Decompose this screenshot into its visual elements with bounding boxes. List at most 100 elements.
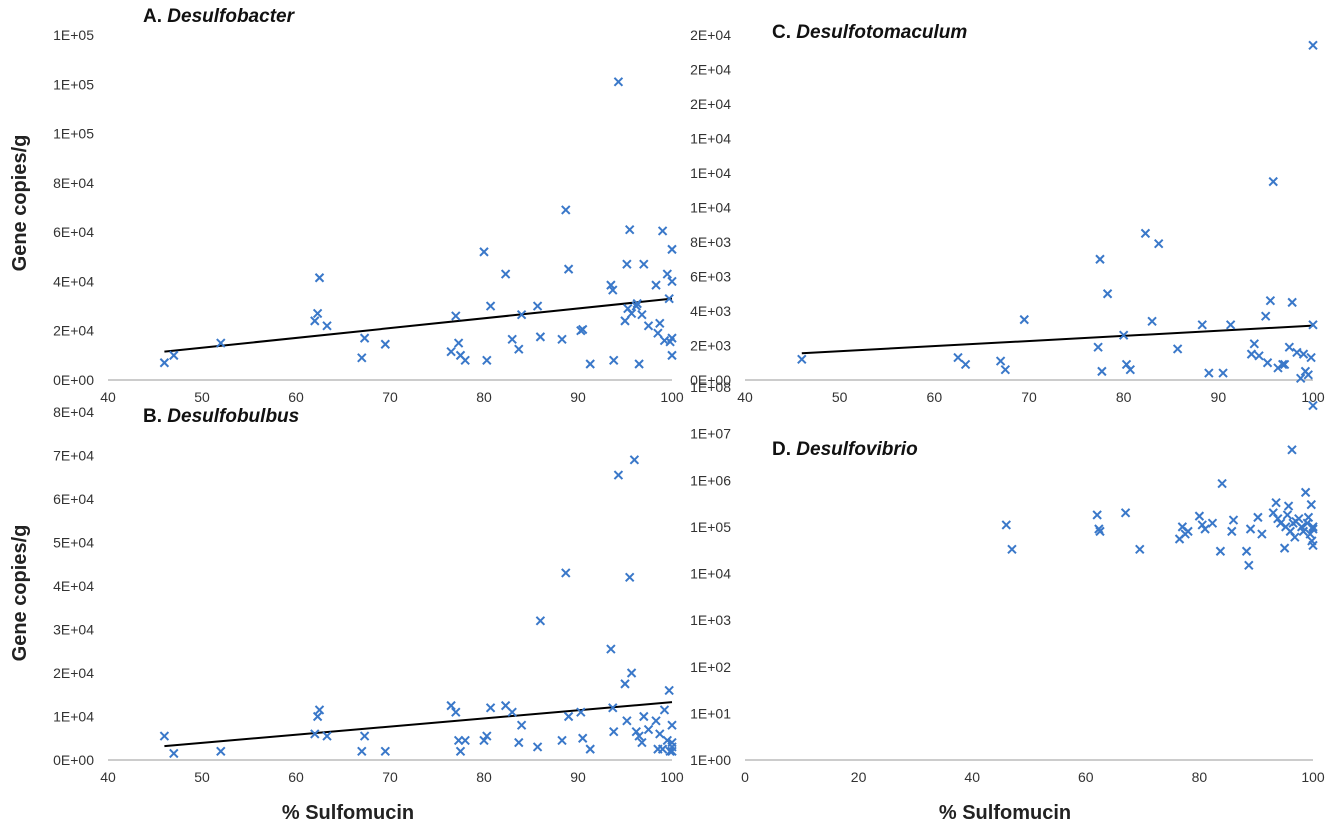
- data-point: [1294, 513, 1304, 524]
- x-axis-title-left: % Sulfomucin: [282, 802, 414, 824]
- x-tick-label: 40: [100, 389, 116, 405]
- data-point: [637, 737, 647, 748]
- y-tick-label: 1E+04: [690, 200, 731, 216]
- data-point: [557, 735, 567, 746]
- data-point: [1254, 351, 1264, 361]
- panel-title: C. Desulfotomaculum: [772, 22, 967, 43]
- data-point: [797, 354, 807, 365]
- x-tick-label: 50: [194, 389, 210, 405]
- y-tick-label: 2E+04: [690, 27, 731, 43]
- data-point: [609, 727, 619, 737]
- data-point: [1207, 518, 1218, 528]
- y-tick-label: 3E+04: [53, 622, 94, 638]
- data-point: [380, 339, 391, 349]
- data-point: [1290, 532, 1300, 542]
- data-point: [639, 259, 649, 269]
- data-point: [1308, 524, 1318, 534]
- data-point: [1204, 368, 1214, 378]
- data-point: [655, 318, 665, 329]
- x-tick-label: 80: [1116, 389, 1132, 405]
- data-point: [1093, 342, 1103, 352]
- data-point: [1194, 511, 1205, 521]
- data-point: [651, 716, 661, 726]
- data-point: [563, 264, 574, 274]
- y-tick-label: 1E+05: [690, 519, 731, 535]
- data-point: [634, 731, 644, 741]
- data-point: [1102, 289, 1113, 299]
- data-point: [577, 324, 588, 335]
- data-point: [662, 269, 673, 279]
- data-point: [453, 338, 464, 348]
- data-point: [1257, 529, 1267, 539]
- data-point: [667, 244, 677, 255]
- data-point: [613, 77, 624, 87]
- y-tick-label: 1E+04: [53, 709, 94, 725]
- trend-line: [801, 324, 1314, 355]
- data-point: [613, 470, 624, 480]
- data-point: [1298, 349, 1309, 359]
- y-tick-label: 2E+04: [690, 62, 731, 78]
- data-point: [655, 729, 665, 739]
- y-tick-label: 4E+03: [690, 303, 731, 319]
- data-point: [357, 746, 367, 757]
- data-point: [451, 707, 461, 717]
- data-point: [639, 711, 649, 722]
- data-point: [659, 705, 670, 715]
- y-tick-label: 8E+04: [53, 404, 94, 420]
- data-point: [1200, 524, 1210, 534]
- data-point: [485, 301, 496, 311]
- data-point: [622, 259, 632, 269]
- data-point: [608, 703, 618, 713]
- data-point: [667, 350, 677, 361]
- data-point: [624, 572, 635, 583]
- data-point: [169, 748, 179, 759]
- y-tick-label: 1E+04: [690, 165, 731, 181]
- y-tick-label: 4E+04: [53, 578, 94, 594]
- y-tick-label: 0E+00: [690, 372, 731, 388]
- data-point: [1218, 368, 1228, 378]
- x-tick-label: 90: [570, 769, 586, 785]
- data-point: [1001, 520, 1011, 530]
- data-point: [1277, 359, 1288, 370]
- y-tick-label: 1E+08: [690, 379, 731, 395]
- data-point: [532, 742, 543, 752]
- data-point: [312, 711, 323, 722]
- data-point: [664, 685, 674, 696]
- data-point: [606, 644, 616, 654]
- data-point: [609, 355, 619, 365]
- data-point: [1244, 560, 1254, 570]
- data-point: [514, 737, 524, 748]
- data-point: [357, 353, 367, 363]
- data-point: [1271, 497, 1281, 508]
- data-point: [632, 298, 642, 309]
- data-point: [507, 707, 517, 717]
- data-point: [516, 720, 527, 730]
- y-tick-label: 1E+05: [53, 27, 94, 43]
- data-point: [1153, 239, 1164, 249]
- data-point: [479, 735, 489, 746]
- x-tick-label: 100: [1301, 769, 1325, 785]
- data-point: [482, 355, 492, 365]
- x-tick-label: 70: [382, 389, 398, 405]
- data-point: [1092, 510, 1102, 520]
- data-point: [1282, 510, 1293, 520]
- data-point: [159, 358, 170, 368]
- data-point: [667, 333, 677, 343]
- data-point: [1306, 352, 1316, 363]
- data-point: [1308, 400, 1318, 411]
- panel-a: 0E+00 2E+04 4E+04 6E+04 8E+04 1E+05 1E+05 1E+05…: [53, 6, 684, 405]
- x-tick-label: 50: [194, 769, 210, 785]
- data-point: [1183, 526, 1193, 537]
- data-point: [1284, 342, 1295, 352]
- data-point: [322, 731, 332, 741]
- data-point: [643, 724, 654, 735]
- data-point: [1215, 546, 1226, 556]
- data-point: [359, 731, 370, 741]
- data-point: [667, 276, 677, 287]
- data-point: [1260, 311, 1271, 321]
- data-point: [312, 308, 323, 319]
- data-point: [1283, 501, 1294, 511]
- data-point: [1298, 526, 1309, 537]
- y-tick-label: 1E+00: [690, 752, 731, 768]
